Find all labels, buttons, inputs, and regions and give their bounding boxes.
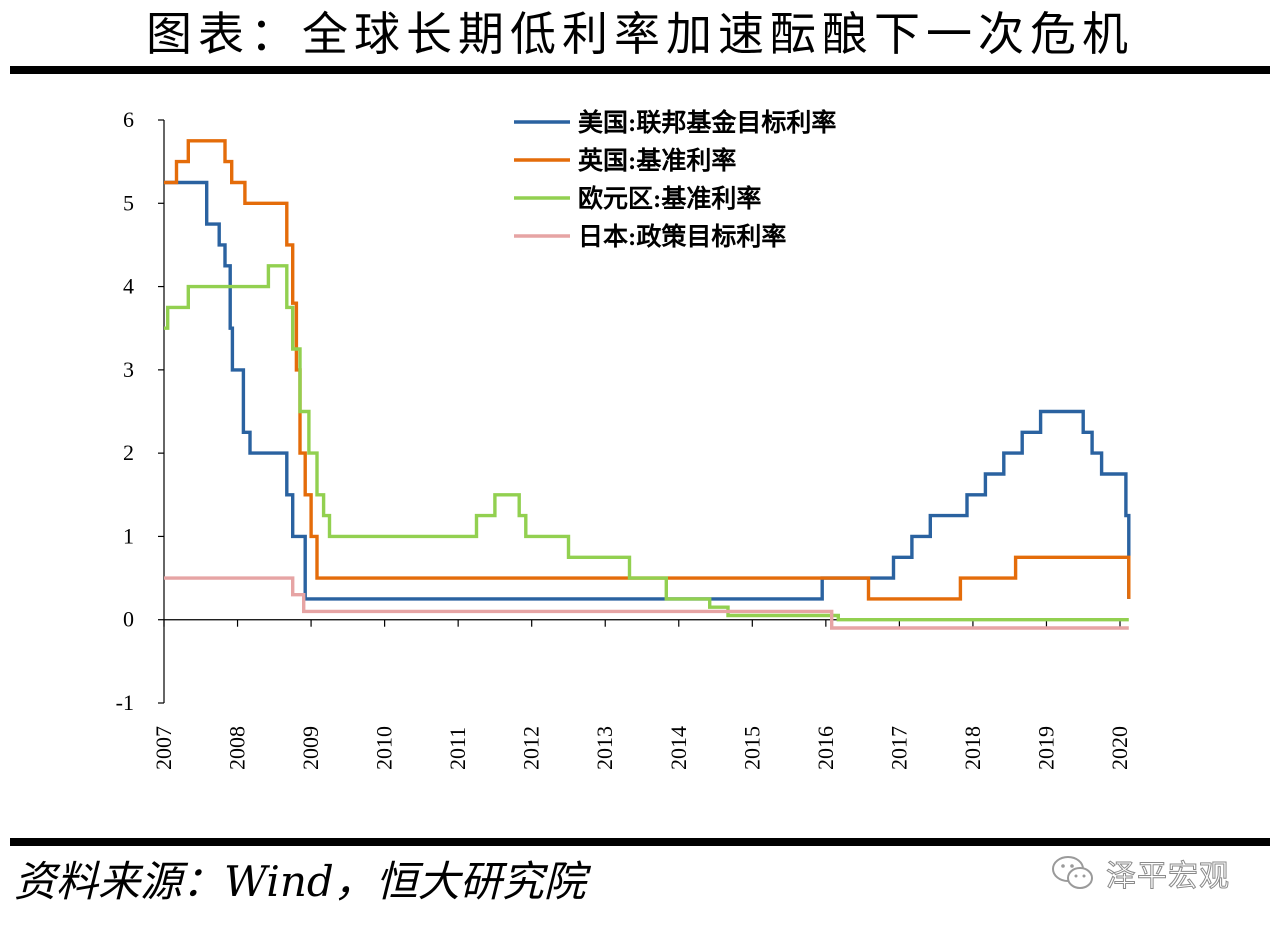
legend-label: 日本:政策目标利率: [578, 222, 786, 251]
top-divider: [10, 66, 1270, 74]
y-tick-label: 2: [123, 440, 134, 465]
x-tick-label: 2015: [739, 726, 764, 770]
y-tick-label: -1: [116, 690, 134, 715]
page-title: 图表：全球长期低利率加速酝酿下一次危机: [146, 7, 1134, 61]
x-tick-label: 2008: [225, 726, 250, 770]
legend-label: 英国:基准利率: [578, 146, 736, 175]
x-tick-label: 2009: [298, 726, 323, 770]
x-tick-label: 2012: [519, 726, 544, 770]
chart-axes: -1 0 1 2 3 4 5 6 2007 2008 2009 2010 2011 2012 2013 201…: [116, 107, 1132, 770]
y-tick-label: 5: [123, 190, 134, 215]
y-tick-label: 4: [123, 274, 134, 299]
x-tick-label: 2016: [813, 726, 838, 770]
y-tick-label: 1: [123, 523, 134, 548]
x-tick-label: 2017: [886, 726, 911, 770]
bottom-divider: [10, 838, 1270, 846]
x-tick-label: 2014: [666, 726, 691, 770]
y-tick-label: 0: [123, 607, 134, 632]
x-tick-label: 2019: [1033, 726, 1058, 770]
watermark-text: 泽平宏观: [1106, 859, 1230, 895]
x-tick-label: 2013: [592, 726, 617, 770]
legend-label: 美国:联邦基金目标利率: [578, 108, 836, 137]
y-tick-label: 6: [123, 107, 134, 132]
x-tick-label: 2018: [960, 726, 985, 770]
wechat-icon: [1052, 856, 1093, 889]
x-tick-label: 2020: [1107, 726, 1132, 770]
watermark: 泽平宏观: [1050, 848, 1230, 898]
series-line-1: [164, 139, 1131, 601]
series-line-3: [164, 576, 1129, 630]
y-tick-label: 3: [123, 357, 134, 382]
source-note: 资料来源：Wind，恒大研究院: [14, 857, 586, 906]
x-tick-label: 2011: [445, 727, 470, 770]
x-tick-label: 2007: [151, 726, 176, 770]
x-tick-label: 2010: [372, 726, 397, 770]
series-line-2: [164, 264, 1129, 622]
series-line-0: [164, 180, 1131, 601]
legend-label: 欧元区:基准利率: [578, 184, 761, 213]
chart-series: [164, 139, 1131, 630]
